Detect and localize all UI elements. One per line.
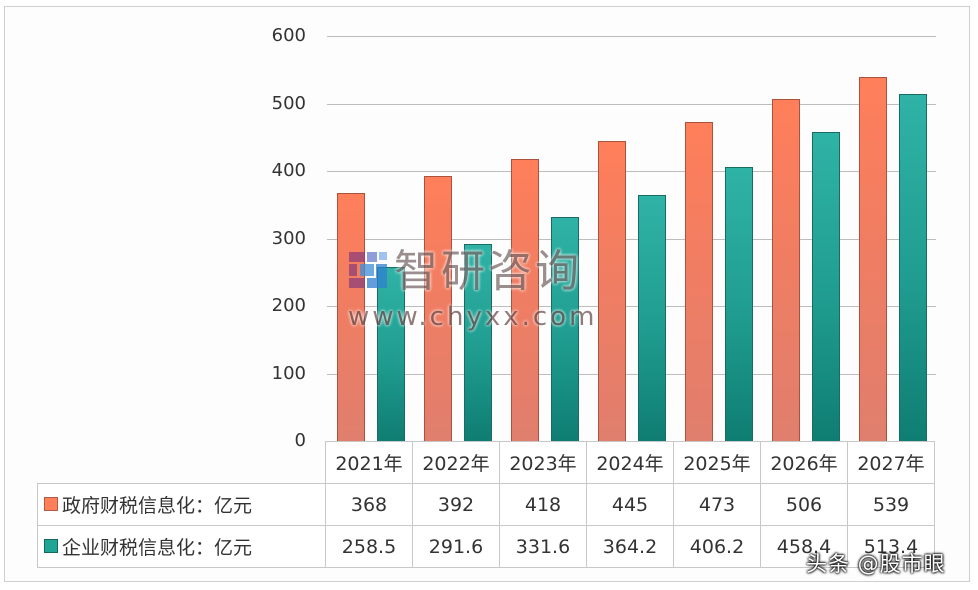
y-tick-label: 600 — [271, 25, 306, 46]
y-tick-label: 300 — [271, 227, 306, 249]
gridline — [327, 104, 936, 105]
y-tick-label: 200 — [271, 295, 306, 316]
bar-ent — [899, 94, 927, 441]
legend-swatch-ent-icon — [44, 539, 58, 553]
bar-ent — [638, 195, 666, 441]
table-corner — [37, 441, 326, 484]
category-header: 2024年 — [586, 441, 674, 484]
table-header-row: 2021年 2022年 2023年 2024年 2025年 2026年 2027… — [37, 441, 935, 484]
gridline — [327, 171, 936, 172]
table-row-gov: 政府财税信息化：亿元 368 392 418 445 473 506 539 — [37, 483, 935, 526]
table-cell: 258.5 — [325, 525, 413, 568]
bar-ent — [812, 132, 840, 441]
table-cell: 445 — [586, 483, 674, 526]
legend-label: 企业财税信息化：亿元 — [62, 537, 253, 559]
y-tick-label: 0 — [294, 430, 306, 451]
table-cell: 291.6 — [412, 525, 500, 568]
table-cell: 406.2 — [673, 525, 761, 568]
y-tick-label: 400 — [271, 160, 306, 181]
bar-gov — [511, 159, 539, 441]
bar-gov — [424, 176, 452, 441]
table-cell: 331.6 — [499, 525, 587, 568]
table-cell: 418 — [499, 483, 587, 526]
table-cell: 513.4 — [847, 525, 935, 568]
table-cell: 473 — [673, 483, 761, 526]
bar-gov — [859, 77, 887, 441]
table-cell: 539 — [847, 483, 935, 526]
y-tick-label: 500 — [271, 92, 306, 114]
legend-swatch-gov-icon — [44, 497, 58, 511]
gridline — [327, 239, 936, 240]
data-table: 2021年 2022年 2023年 2024年 2025年 2026年 2027… — [37, 441, 935, 568]
category-header: 2025年 — [673, 441, 761, 484]
gridline — [327, 374, 936, 375]
legend-entry-ent: 企业财税信息化：亿元 — [37, 525, 326, 568]
gridline — [327, 306, 936, 307]
bar-gov — [685, 122, 713, 441]
y-tick-label: 100 — [271, 362, 306, 384]
table-cell: 368 — [325, 483, 413, 526]
bar-ent — [725, 167, 753, 441]
gridline — [327, 36, 936, 37]
table-row-ent: 企业财税信息化：亿元 258.5 291.6 331.6 364.2 406.2… — [37, 525, 935, 568]
category-header: 2022年 — [412, 441, 500, 484]
bar-gov — [598, 141, 626, 441]
table-cell: 364.2 — [586, 525, 674, 568]
bar-gov — [337, 193, 365, 441]
category-header: 2026年 — [760, 441, 848, 484]
category-header: 2021年 — [325, 441, 413, 484]
bar-gov — [772, 99, 800, 441]
category-header: 2023年 — [499, 441, 587, 484]
legend-label: 政府财税信息化：亿元 — [62, 495, 253, 517]
category-header: 2027年 — [847, 441, 935, 484]
table-cell: 506 — [760, 483, 848, 526]
legend-entry-gov: 政府财税信息化：亿元 — [37, 483, 326, 526]
source-credit: 头条 @股市眼 — [806, 552, 946, 576]
bar-ent — [377, 267, 405, 441]
bar-ent — [551, 217, 579, 441]
table-cell: 392 — [412, 483, 500, 526]
bar-ent — [464, 244, 492, 441]
table-cell: 458.4 — [760, 525, 848, 568]
